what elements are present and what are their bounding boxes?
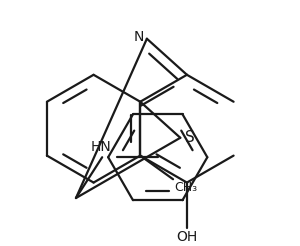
Text: HN: HN [91,140,112,154]
Text: S: S [184,130,194,145]
Text: CH₃: CH₃ [175,181,198,194]
Text: OH: OH [176,230,197,244]
Text: N: N [133,30,143,44]
